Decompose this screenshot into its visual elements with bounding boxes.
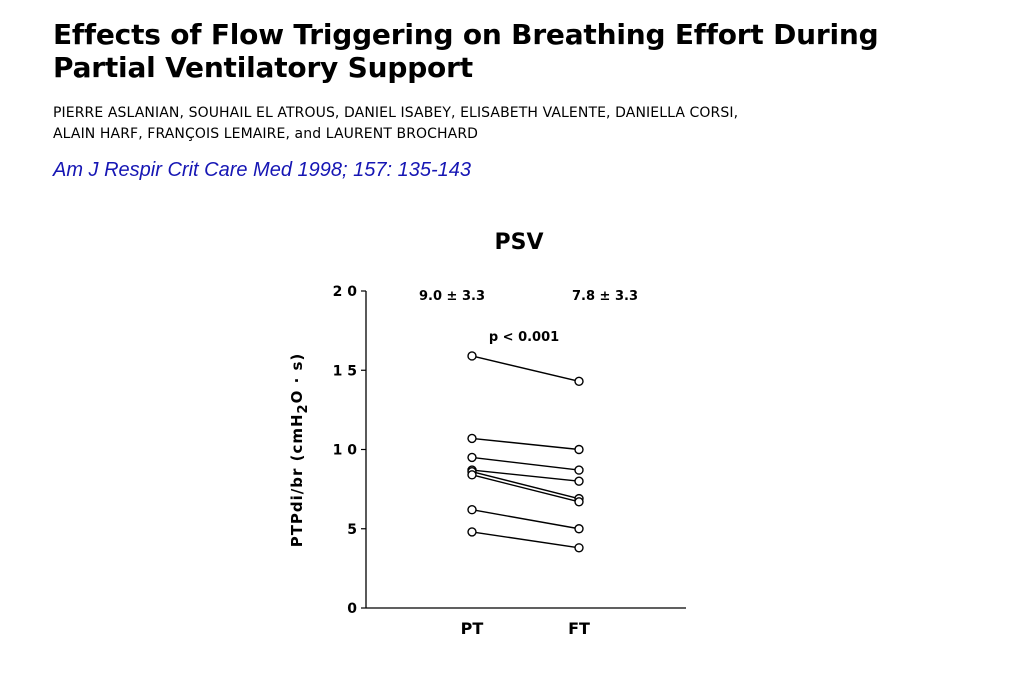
subject-7-point-ft: [574, 524, 584, 534]
subject-4-point-ft: [574, 476, 584, 486]
y-axis-label: PTPdi/br (cmH2O · s): [288, 353, 311, 548]
y-axis-label-tail: O · s): [288, 353, 306, 404]
subject-8-line: [471, 531, 580, 549]
p-value-annotation: p < 0.001: [489, 330, 559, 345]
subject-1-point-ft: [574, 376, 584, 387]
x-tick-label-pt: PT: [461, 619, 484, 638]
authors-line-2: ALAIN HARF, FRANÇOIS LEMAIRE, and LAUREN…: [53, 126, 479, 142]
y-tick-label-15: 1 5: [333, 363, 357, 379]
subject-3-point-ft: [574, 465, 584, 475]
chart-title: PSV: [495, 230, 544, 255]
chart-marks: [467, 351, 584, 553]
paper-citation: Am J Respir Crit Care Med 1998; 157: 135…: [53, 159, 471, 181]
subject-3-line: [471, 456, 580, 471]
subject-2-point-ft: [574, 444, 584, 455]
paper-title-line-1: Effects of Flow Triggering on Breathing …: [53, 18, 879, 51]
subject-2-point-pt: [467, 433, 477, 444]
y-axis-label-main: PTPdi/br (cmH: [288, 413, 306, 547]
y-tick-label-5: 5: [347, 522, 357, 538]
subject-3-point-pt: [467, 452, 477, 463]
y-tick-label-20: 2 0: [333, 284, 358, 300]
x-tick-label-ft: FT: [568, 619, 590, 638]
ft-summary-annotation: 7.8 ± 3.3: [572, 289, 638, 304]
paper-title: Effects of Flow Triggering on Breathing …: [53, 18, 973, 84]
subject-7-point-pt: [467, 505, 477, 515]
paper-authors: PIERRE ASLANIAN, SOUHAIL EL ATROUS, DANI…: [53, 103, 973, 145]
subject-6-point-ft: [574, 497, 584, 507]
subject-1-point-pt: [467, 351, 477, 361]
y-tick-label-10: 1 0: [333, 443, 358, 459]
subject-6-line: [471, 474, 580, 503]
subject-8-point-pt: [467, 527, 477, 537]
subject-5-line: [471, 471, 580, 500]
paper-title-line-2: Partial Ventilatory Support: [53, 51, 473, 84]
y-tick-label-0: 0: [347, 601, 357, 617]
subject-7-line: [471, 509, 580, 530]
subject-6-point-pt: [467, 470, 477, 480]
authors-line-1: PIERRE ASLANIAN, SOUHAIL EL ATROUS, DANI…: [53, 105, 739, 121]
subject-2-line: [471, 437, 580, 451]
y-axis-label-subscript: 2: [296, 403, 311, 413]
pt-summary-annotation: 9.0 ± 3.3: [419, 289, 485, 304]
subject-1-line: [471, 355, 580, 383]
subject-8-point-ft: [574, 543, 584, 553]
chart-axes: 0 5 1 0 1 5 2 0 PT FT: [333, 284, 686, 638]
subject-4-line: [471, 469, 580, 482]
